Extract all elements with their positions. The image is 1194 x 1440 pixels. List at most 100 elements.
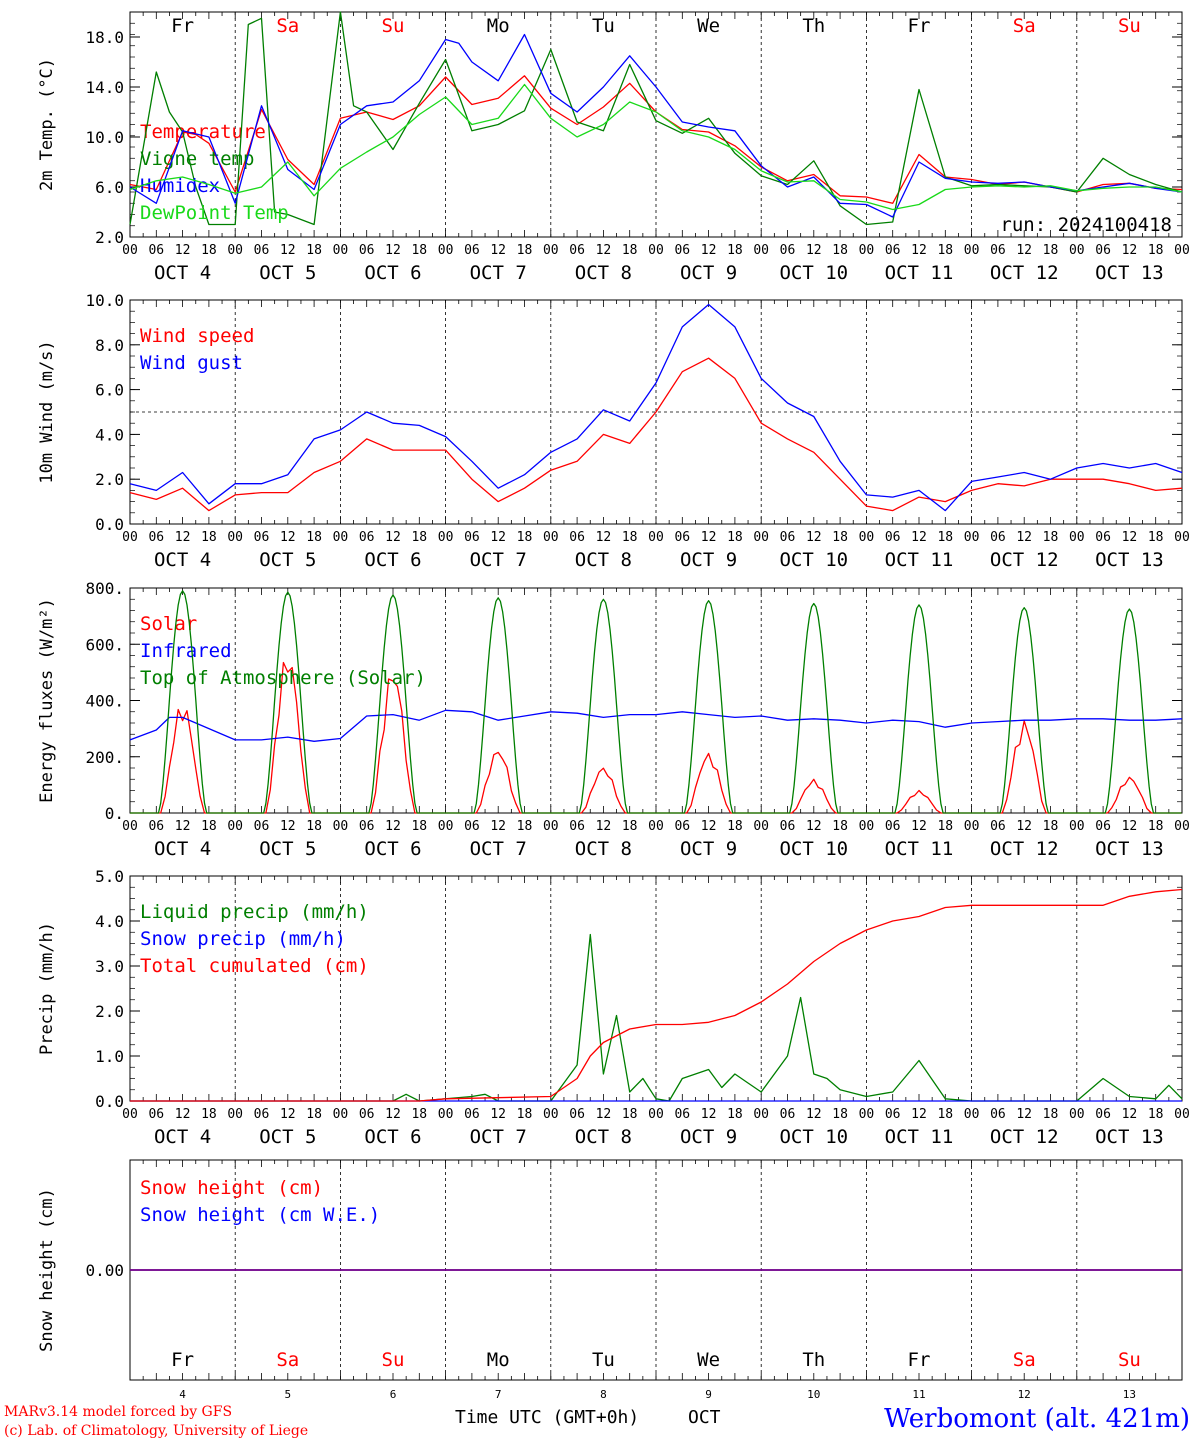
x-hour-label: 00 xyxy=(1174,530,1190,545)
x-hour-label: 12 xyxy=(911,819,927,834)
x-day-number: 6 xyxy=(390,1388,397,1401)
x-hour-label: 18 xyxy=(201,243,217,258)
x-hour-label: 12 xyxy=(175,819,191,834)
legend-entry: Infrared xyxy=(140,640,232,662)
x-hour-label: 12 xyxy=(385,243,401,258)
y-tick-label: 18.0 xyxy=(85,28,124,47)
y-tick-label: 0. xyxy=(105,804,124,823)
x-hour-label: 12 xyxy=(175,243,191,258)
y-tick-label: 2.0 xyxy=(95,228,124,247)
x-hour-label: 18 xyxy=(622,530,638,545)
x-date-label: OCT 4 xyxy=(154,838,211,860)
x-date-label: OCT 11 xyxy=(885,549,954,571)
y-tick-label: 4.0 xyxy=(95,425,124,444)
x-day-name: Fr xyxy=(908,15,931,37)
run-annotation: run: 2024100418 xyxy=(1000,214,1172,236)
x-day-name: Sa xyxy=(1013,15,1036,37)
x-date-label: OCT 7 xyxy=(470,838,527,860)
x-hour-label: 00 xyxy=(1174,1107,1190,1122)
x-hour-label: 00 xyxy=(333,819,349,834)
x-hour-label: 00 xyxy=(859,1107,875,1122)
x-hour-label: 06 xyxy=(990,530,1006,545)
x-date-label: OCT 5 xyxy=(259,549,316,571)
x-hour-label: 12 xyxy=(490,1107,506,1122)
x-hour-label: 18 xyxy=(727,819,743,834)
x-hour-label: 12 xyxy=(806,243,822,258)
x-hour-label: 18 xyxy=(306,819,322,834)
x-hour-label: 18 xyxy=(622,819,638,834)
legend-entry: Humidex xyxy=(140,175,220,197)
x-hour-label: 12 xyxy=(911,1107,927,1122)
x-hour-label: 06 xyxy=(780,243,796,258)
x-hour-label: 06 xyxy=(569,530,585,545)
y-tick-label: 10.0 xyxy=(85,291,124,310)
x-hour-label: 00 xyxy=(964,530,980,545)
x-hour-label: 00 xyxy=(543,530,559,545)
x-hour-label: 06 xyxy=(254,530,270,545)
x-day-name: We xyxy=(697,1349,720,1371)
x-hour-label: 06 xyxy=(464,1107,480,1122)
x-hour-label: 06 xyxy=(254,243,270,258)
y-tick-label: 0.0 xyxy=(95,515,124,534)
x-hour-label: 12 xyxy=(596,243,612,258)
x-hour-label: 00 xyxy=(438,243,454,258)
x-date-label: OCT 8 xyxy=(575,838,632,860)
x-hour-label: 06 xyxy=(464,819,480,834)
x-hour-label: 00 xyxy=(438,530,454,545)
x-hour-label: 18 xyxy=(517,819,533,834)
x-hour-label: 12 xyxy=(1016,243,1032,258)
x-date-label: OCT 9 xyxy=(680,262,737,284)
x-axis-month: OCT xyxy=(688,1407,721,1428)
x-hour-label: 00 xyxy=(122,1107,138,1122)
y-axis-label: 2m Temp. (°C) xyxy=(37,58,57,191)
x-hour-label: 06 xyxy=(254,819,270,834)
x-hour-label: 12 xyxy=(596,819,612,834)
x-hour-label: 06 xyxy=(674,819,690,834)
x-day-name: Su xyxy=(382,15,405,37)
x-date-label: OCT 13 xyxy=(1095,549,1164,571)
x-hour-label: 18 xyxy=(1148,530,1164,545)
x-hour-label: 00 xyxy=(333,530,349,545)
x-hour-label: 18 xyxy=(1043,819,1059,834)
x-hour-label: 18 xyxy=(832,243,848,258)
x-hour-label: 12 xyxy=(280,1107,296,1122)
x-hour-label: 00 xyxy=(1069,1107,1085,1122)
x-hour-label: 12 xyxy=(385,530,401,545)
legend-entry: Wind gust xyxy=(140,352,243,374)
x-day-name: Su xyxy=(382,1349,405,1371)
x-hour-label: 12 xyxy=(280,530,296,545)
x-date-label: OCT 10 xyxy=(779,838,848,860)
x-hour-label: 12 xyxy=(911,243,927,258)
x-hour-label: 06 xyxy=(359,530,375,545)
x-hour-label: 18 xyxy=(411,819,427,834)
y-tick-label: 400. xyxy=(85,692,124,711)
x-hour-label: 00 xyxy=(1069,530,1085,545)
x-day-number: 7 xyxy=(495,1388,502,1401)
x-hour-label: 18 xyxy=(727,243,743,258)
x-hour-label: 18 xyxy=(727,1107,743,1122)
y-axis-label: Snow height (cm) xyxy=(37,1188,57,1352)
y-tick-label: 6.0 xyxy=(95,381,124,400)
x-hour-label: 06 xyxy=(990,1107,1006,1122)
x-hour-label: 06 xyxy=(1095,530,1111,545)
x-hour-label: 18 xyxy=(1148,243,1164,258)
x-date-label: OCT 4 xyxy=(154,549,211,571)
y-tick-label: 2.0 xyxy=(95,470,124,489)
x-date-label: OCT 5 xyxy=(259,1126,316,1148)
x-day-number: 13 xyxy=(1123,1388,1136,1401)
x-hour-label: 18 xyxy=(937,819,953,834)
panel-5: 0.00 Snow height (cm) Fr Sa Su Mo Tu We Th Fr Sa Su… xyxy=(37,1159,1183,1401)
x-date-label: OCT 10 xyxy=(779,1126,848,1148)
x-hour-label: 00 xyxy=(227,1107,243,1122)
x-day-number: 10 xyxy=(807,1388,820,1401)
panel-1: 2.0 6.0 10.0 14.0 18.0 2m Temp. (°C) 00 06 12 18 O… xyxy=(37,11,1190,284)
x-hour-label: 12 xyxy=(596,530,612,545)
x-hour-label: 18 xyxy=(411,1107,427,1122)
y-tick-label: 1.0 xyxy=(95,1047,124,1066)
x-hour-label: 00 xyxy=(543,243,559,258)
x-hour-label: 06 xyxy=(885,1107,901,1122)
legend-entry: Snow height (cm W.E.) xyxy=(140,1204,380,1226)
x-hour-label: 12 xyxy=(701,819,717,834)
x-hour-label: 12 xyxy=(1016,819,1032,834)
series-line-infrared xyxy=(129,709,1183,742)
